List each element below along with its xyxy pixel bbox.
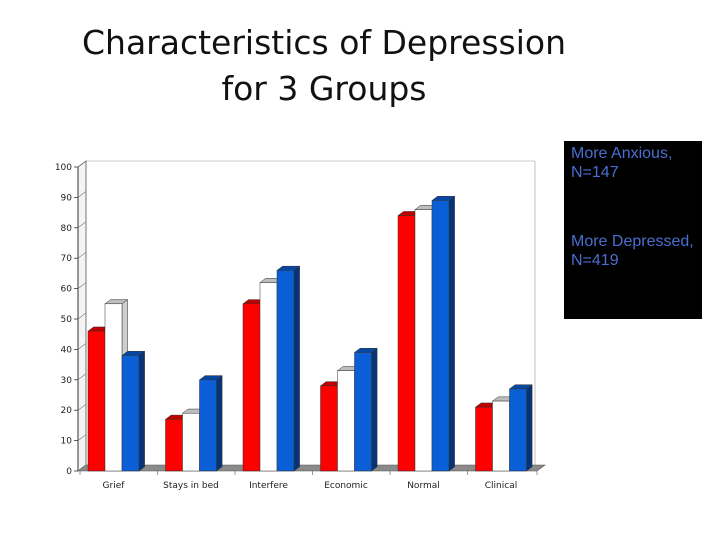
y-tick-depth-70 [77,251,87,259]
x-tick-label-1: Stays in bed [163,481,219,491]
bar-2-3 [354,352,372,472]
bar-1-5 [492,400,510,472]
y-tick-label-30: 30 [61,376,73,386]
bar-1-4 [414,209,433,472]
chart-title-line-1: Characteristics of Depression [82,23,566,62]
y-tick-label-80: 80 [61,224,73,234]
y-tick-depth-0 [77,464,87,472]
chart-title: Characteristics of Depression for 3 Grou… [0,20,648,112]
bar-1-0 [104,303,123,472]
y-tick-depth-10 [77,434,87,441]
bar-2-4 [431,200,450,472]
bar-0-3 [320,385,338,472]
bar-side-2-4 [448,195,455,472]
y-tick-label-20: 20 [61,406,73,416]
bar-1-1 [182,412,200,472]
y-tick-label-40: 40 [61,345,73,355]
bar-2-1 [199,379,217,472]
bar-0-2 [242,303,261,472]
y-tick-label-50: 50 [61,315,73,325]
floor [77,464,546,472]
y-tick-depth-30 [77,373,87,381]
x-tick-label-0: Grief [103,481,126,491]
y-tick-label-10: 10 [61,437,73,447]
x-tick-label-2: Interfere [249,481,288,491]
y-tick-label-100: 100 [55,163,72,173]
bar-1-3 [337,370,355,472]
x-tick-label-3: Economic [324,481,368,491]
y-tick-depth-60 [77,282,87,289]
y-tick-depth-50 [77,312,87,320]
y-tick-label-70: 70 [61,254,73,264]
y-tick-depth-40 [77,343,87,350]
bar-0-4 [397,215,416,472]
legend-item-anxious: More Anxious, N=147 [571,145,673,181]
y-tick-depth-90 [77,191,87,198]
y-tick-label-60: 60 [61,285,73,295]
bar-2-0 [121,355,140,472]
x-tick-label-5: Clinical [485,481,517,491]
bar-2-5 [509,388,527,472]
bar-side-2-5 [526,384,533,472]
legend-item-depressed: More Depressed, N=419 [571,233,694,269]
bar-1-2 [259,282,278,472]
y-tick-label-90: 90 [61,193,73,203]
bar-side-2-3 [371,347,378,472]
chart-title-line-2: for 3 Groups [221,69,427,108]
bar-side-2-2 [293,265,300,472]
y-tick-label-0: 0 [66,467,72,477]
x-tick-label-4: Normal [407,481,440,491]
y-tick-depth-100 [77,160,87,168]
bar-2-2 [276,270,295,472]
bar-0-5 [475,406,493,472]
bar-side-2-1 [216,375,223,472]
bar-side-2-0 [138,350,145,472]
y-tick-depth-80 [77,221,87,229]
bar-0-0 [87,330,106,472]
y-tick-depth-20 [77,403,87,411]
legend: More Anxious, N=147 More Depressed, N=41… [564,141,702,319]
bar-0-1 [165,419,183,472]
